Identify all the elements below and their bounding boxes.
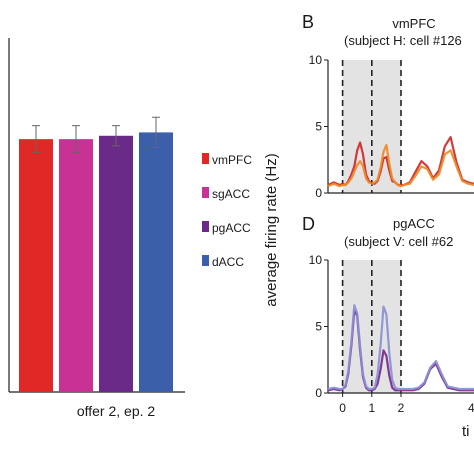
- panel-b-y-tick-10: 10: [309, 53, 323, 67]
- panel-d-y-tick-10: 10: [309, 253, 323, 267]
- bar-pgacc: [99, 135, 133, 392]
- legend-label-vmpfc: vmPFC: [212, 153, 252, 167]
- panel-d-y-tick-5: 5: [315, 320, 322, 334]
- panel-d-x-tick-2: 2: [398, 401, 405, 415]
- panel-d-title: pgACC: [393, 216, 435, 231]
- panel-d-x-tick-1: 1: [368, 401, 375, 415]
- bar-sgacc: [59, 139, 93, 392]
- bar-series: [19, 116, 173, 392]
- legend-label-pgacc: pgACC: [212, 221, 251, 235]
- panel-b-epoch-shade-2: [371, 60, 401, 193]
- legend-swatch-pgacc: [202, 221, 209, 232]
- panel-b-subtitle: (subject H: cell #126: [344, 33, 462, 48]
- panel-b-letter: B: [302, 12, 314, 32]
- legend-swatch-sgacc: [202, 187, 209, 198]
- bar-panel: offer 2, ep. 2: [8, 38, 185, 419]
- panel-d-y-tick-0: 0: [315, 386, 322, 400]
- line-panel-b: B vmPFC (subject H: cell #126 10 5 0: [302, 12, 474, 200]
- legend-swatch-dacc: [202, 255, 209, 266]
- legend-label-sgacc: sgACC: [212, 187, 250, 201]
- panel-d-series-line-2: [327, 304, 474, 391]
- line-panel-d: D pgACC (subject V: cell #62 10 5 0 0 1 2: [302, 214, 474, 415]
- panel-d-x-tick-partial: 4: [468, 401, 474, 415]
- bar-x-axis-label: offer 2, ep. 2: [77, 403, 156, 419]
- bar-legend: vmPFC sgACC pgACC dACC: [202, 153, 252, 269]
- panel-b-y-tick-0: 0: [315, 186, 322, 200]
- panel-b-series-line-2: [327, 144, 474, 188]
- panel-d-x-tick-0: 0: [339, 401, 346, 415]
- panel-d-letter: D: [302, 214, 315, 234]
- bar-dacc: [139, 132, 173, 392]
- panel-b-series-line-1: [327, 136, 474, 187]
- legend-swatch-vmpfc: [202, 153, 209, 164]
- bar-vmpfc: [19, 139, 53, 392]
- panel-b-epoch-shade-1: [342, 60, 372, 193]
- shared-x-axis-label-fragment: ti: [462, 423, 470, 440]
- legend-label-dacc: dACC: [212, 255, 244, 269]
- panel-b-y-tick-5: 5: [315, 120, 322, 134]
- panel-b-title: vmPFC: [392, 16, 435, 31]
- shared-y-axis-label: average firing rate (Hz): [263, 153, 280, 306]
- panel-d-subtitle: (subject V: cell #62: [344, 234, 453, 249]
